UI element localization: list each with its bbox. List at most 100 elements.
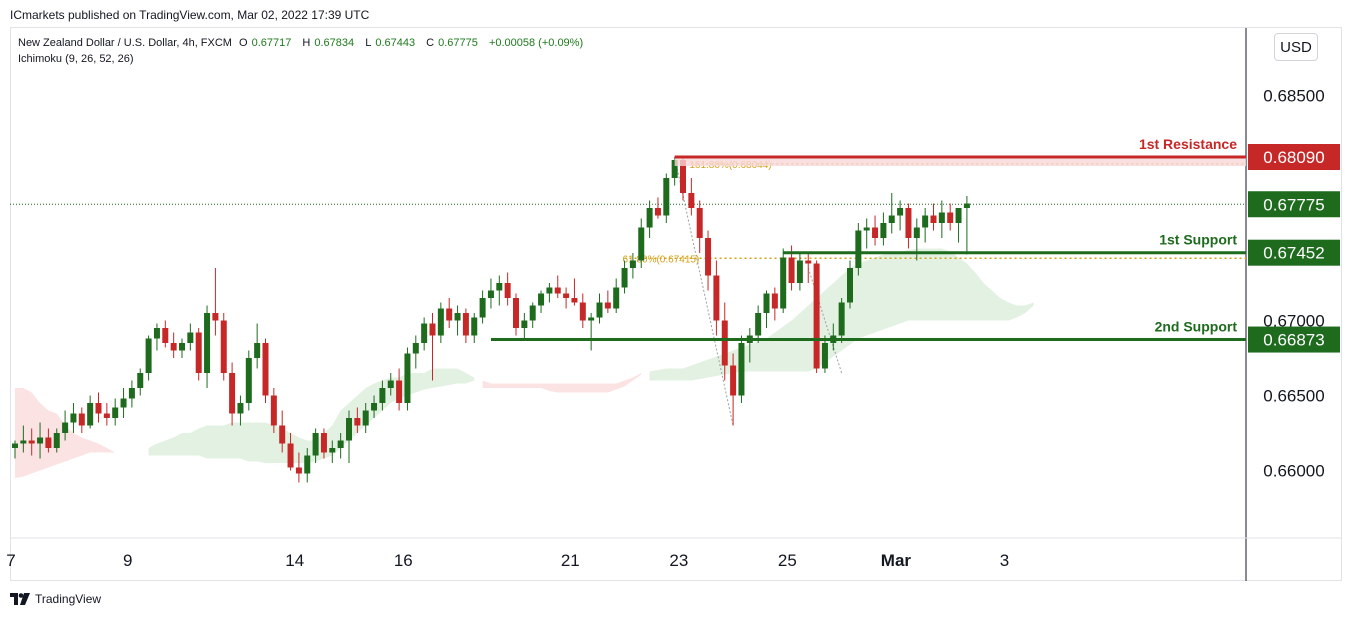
candle-down[interactable]	[571, 298, 578, 303]
candle-up[interactable]	[863, 227, 870, 231]
currency-button[interactable]: USD	[1274, 33, 1318, 61]
candle-up[interactable]	[780, 257, 787, 309]
candle-down[interactable]	[220, 320, 227, 374]
candle-down[interactable]	[696, 208, 703, 238]
candle-up[interactable]	[613, 287, 620, 309]
candle-up[interactable]	[588, 317, 595, 321]
candle-up[interactable]	[963, 203, 970, 209]
candle-up[interactable]	[646, 208, 653, 228]
candle-up[interactable]	[337, 440, 344, 449]
candle-down[interactable]	[513, 298, 519, 328]
footer-brand[interactable]: TradingView	[10, 592, 101, 606]
candle-down[interactable]	[212, 313, 219, 321]
candle-down[interactable]	[604, 302, 611, 309]
candle-up[interactable]	[70, 413, 77, 423]
candle-down[interactable]	[78, 413, 85, 426]
symbol-title[interactable]: New Zealand Dollar / U.S. Dollar, 4h, FX…	[18, 37, 232, 49]
candle-up[interactable]	[204, 313, 211, 373]
candle-up[interactable]	[638, 227, 645, 261]
candle-up[interactable]	[437, 308, 444, 336]
candle-up[interactable]	[62, 422, 69, 434]
candle-up[interactable]	[596, 302, 603, 318]
candle-up[interactable]	[880, 223, 887, 238]
candle-up[interactable]	[53, 433, 60, 448]
candle-down[interactable]	[170, 343, 177, 351]
candle-up[interactable]	[454, 313, 461, 321]
candle-up[interactable]	[237, 403, 244, 414]
candle-down[interactable]	[654, 208, 661, 216]
candle-down[interactable]	[721, 320, 728, 366]
candle-down[interactable]	[95, 403, 102, 414]
candle-up[interactable]	[546, 287, 553, 294]
candle-down[interactable]	[320, 433, 327, 453]
candle-down[interactable]	[504, 283, 511, 298]
candle-up[interactable]	[179, 343, 185, 351]
candle-down[interactable]	[229, 373, 236, 414]
candle-up[interactable]	[938, 212, 945, 224]
candle-down[interactable]	[462, 313, 469, 336]
candle-down[interactable]	[45, 437, 52, 449]
candle-down[interactable]	[554, 287, 561, 294]
candle-down[interactable]	[813, 263, 820, 369]
candle-up[interactable]	[796, 260, 803, 284]
candle-down[interactable]	[705, 238, 712, 276]
candle-up[interactable]	[387, 380, 394, 389]
candle-up[interactable]	[112, 407, 119, 419]
candle-up[interactable]	[245, 358, 252, 403]
candle-up[interactable]	[496, 283, 503, 291]
candle-down[interactable]	[730, 365, 737, 396]
candle-up[interactable]	[471, 317, 478, 336]
candle-up[interactable]	[362, 410, 369, 426]
candle-up[interactable]	[379, 388, 386, 403]
candle-up[interactable]	[521, 320, 528, 329]
candle-up[interactable]	[120, 398, 127, 408]
candle-up[interactable]	[137, 373, 144, 388]
candle-down[interactable]	[162, 328, 169, 343]
candle-down[interactable]	[262, 343, 269, 396]
candle-up[interactable]	[304, 455, 311, 474]
candle-up[interactable]	[913, 227, 920, 239]
candle-up[interactable]	[12, 443, 18, 449]
candle-up[interactable]	[888, 215, 895, 224]
candle-down[interactable]	[688, 193, 695, 208]
candle-down[interactable]	[270, 395, 277, 426]
candle-down[interactable]	[872, 227, 879, 239]
candle-up[interactable]	[153, 328, 160, 339]
candle-up[interactable]	[763, 293, 770, 314]
candle-down[interactable]	[287, 443, 294, 468]
candle-up[interactable]	[738, 343, 745, 396]
candle-down[interactable]	[446, 308, 453, 321]
candle-up[interactable]	[421, 323, 428, 344]
candle-down[interactable]	[680, 160, 686, 193]
candle-up[interactable]	[629, 260, 636, 269]
candle-up[interactable]	[671, 160, 678, 178]
candle-up[interactable]	[897, 208, 904, 216]
candle-up[interactable]	[128, 388, 135, 399]
candle-up[interactable]	[529, 305, 536, 321]
candle-up[interactable]	[487, 290, 494, 299]
candle-up[interactable]	[20, 440, 27, 444]
candle-down[interactable]	[947, 212, 954, 224]
candle-down[interactable]	[396, 380, 403, 404]
candle-down[interactable]	[788, 257, 795, 284]
candle-down[interactable]	[103, 413, 110, 419]
candle-up[interactable]	[87, 403, 94, 426]
indicator-label[interactable]: Ichimoku (9, 26, 52, 26)	[18, 53, 134, 65]
candle-down[interactable]	[771, 293, 778, 309]
candle-up[interactable]	[855, 230, 862, 269]
candle-down[interactable]	[905, 208, 912, 238]
candle-down[interactable]	[930, 215, 937, 224]
candle-up[interactable]	[755, 313, 762, 336]
candle-up[interactable]	[412, 343, 419, 354]
trend-line[interactable]	[674, 156, 734, 426]
candle-up[interactable]	[371, 403, 378, 411]
candle-up[interactable]	[821, 343, 828, 369]
candle-up[interactable]	[312, 433, 319, 456]
candle-up[interactable]	[37, 437, 44, 444]
candle-down[interactable]	[429, 323, 436, 336]
candle-down[interactable]	[279, 425, 286, 444]
candle-down[interactable]	[579, 302, 586, 321]
candle-down[interactable]	[563, 293, 570, 299]
candle-up[interactable]	[404, 353, 411, 404]
